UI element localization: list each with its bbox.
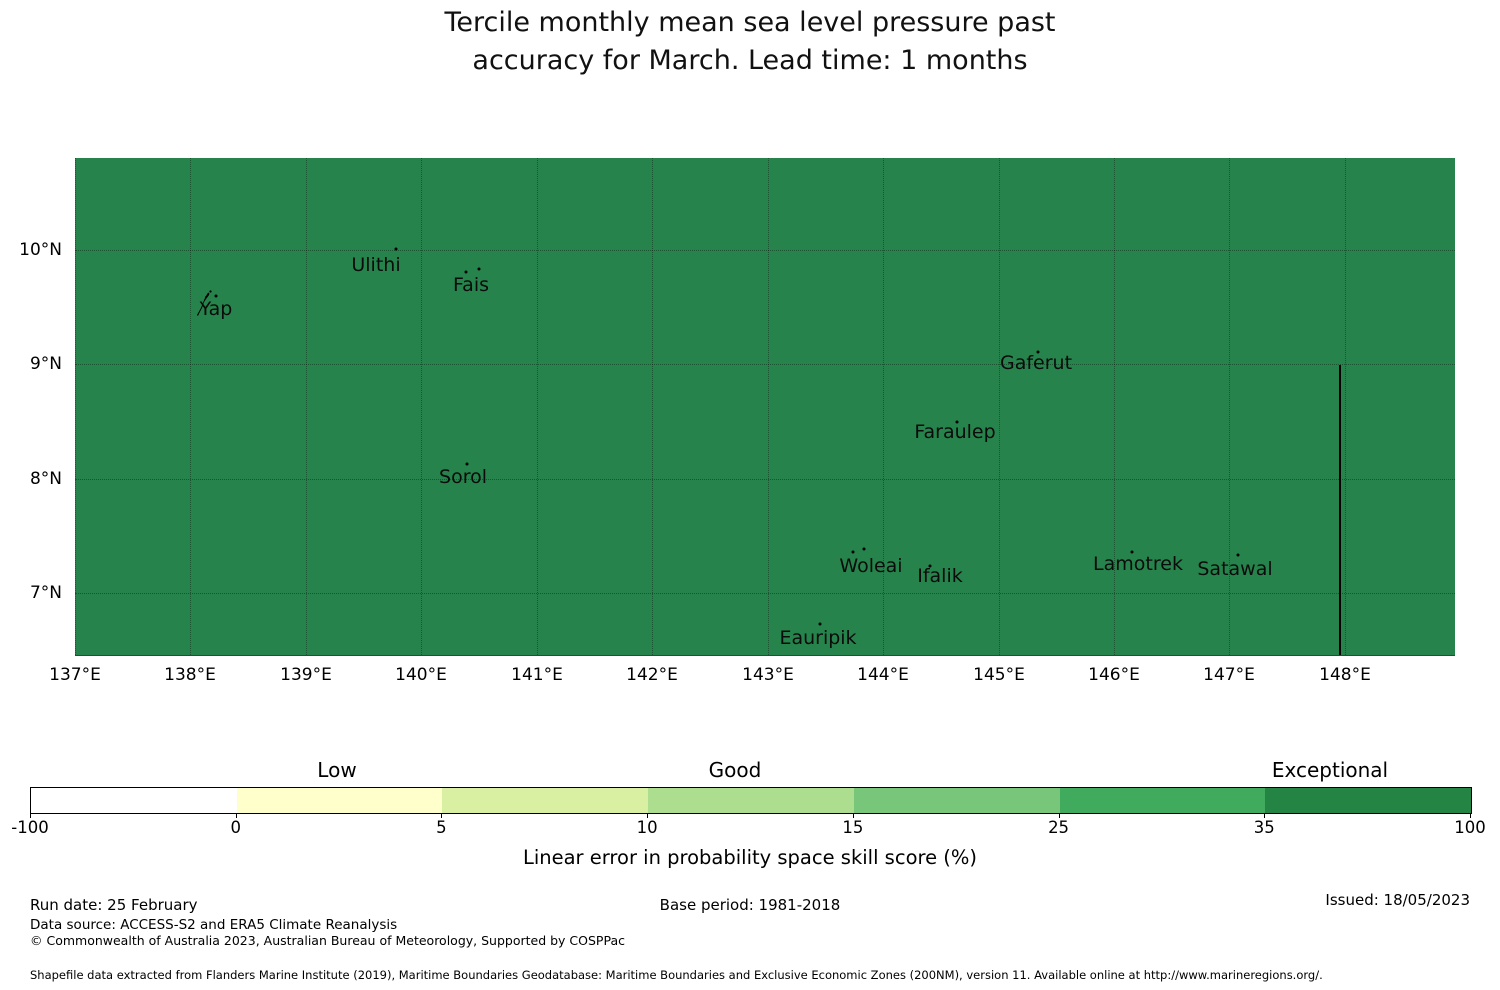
colorbar-category-good: Good: [708, 758, 762, 782]
x-tick-label: 148°E: [1319, 665, 1371, 685]
y-tick-label: 7°N: [29, 583, 62, 603]
figure-title: Tercile monthly mean sea level pressure …: [0, 4, 1500, 80]
grid-line-vertical: [1114, 158, 1115, 655]
island-marker-dot: [1236, 553, 1240, 557]
colorbar-tick-label: 100: [1454, 818, 1486, 837]
colorbar-segment-4: [853, 788, 1060, 813]
island-marker-dot: [1130, 550, 1134, 554]
x-tick-label: 147°E: [1203, 665, 1255, 685]
island-label-ulithi: Ulithi: [351, 254, 401, 276]
colorbar-tick-label: 10: [636, 818, 658, 837]
grid-line-horizontal: [75, 250, 1455, 251]
island-label-yap: Yap: [199, 298, 233, 320]
grid-line-vertical: [1345, 158, 1346, 655]
colorbar-category-low: Low: [317, 758, 357, 782]
x-tick-label: 145°E: [973, 665, 1025, 685]
colorbar-axis-label: Linear error in probability space skill …: [522, 846, 978, 869]
island-label-gaferut: Gaferut: [999, 352, 1073, 374]
island-marker-dot: [928, 564, 932, 568]
island-label-sorol: Sorol: [439, 466, 487, 488]
y-tick-label: 8°N: [29, 469, 62, 489]
colorbar-segment-3: [648, 788, 854, 813]
island-marker-dot: [465, 462, 469, 466]
colorbar-tick: [1470, 814, 1471, 818]
grid-line-vertical: [306, 158, 307, 655]
island-label-fais: Fais: [452, 274, 490, 296]
x-tick-label: 142°E: [626, 665, 678, 685]
x-tick-label: 138°E: [164, 665, 216, 685]
grid-line-vertical: [652, 158, 653, 655]
island-marker-dot: [1036, 350, 1040, 354]
footer-data-source: Data source: ACCESS-S2 and ERA5 Climate …: [30, 917, 398, 933]
colorbar-segment-6: [1265, 788, 1472, 813]
grid-line-vertical: [75, 158, 76, 655]
grid-line-horizontal: [75, 364, 1455, 365]
island-marker-dot: [394, 247, 398, 251]
footer-run-date: Run date: 25 February: [30, 896, 198, 914]
colorbar-tick: [1264, 814, 1266, 818]
colorbar-tick: [852, 814, 854, 818]
x-tick-label: 141°E: [511, 665, 563, 685]
island-label-satawal: Satawal: [1197, 558, 1273, 580]
grid-line-vertical: [883, 158, 884, 655]
colorbar-tick-label: 15: [842, 818, 864, 837]
y-tick-label: 9°N: [29, 354, 62, 374]
island-marker-dot: [477, 267, 481, 271]
colorbar-tick: [441, 814, 443, 818]
island-marker-dot: [862, 547, 866, 551]
y-tick-label: 10°N: [19, 240, 62, 260]
colorbar-tick-label: 25: [1048, 818, 1070, 837]
colorbar-tick: [1058, 814, 1060, 818]
island-marker-dot: [818, 622, 822, 626]
colorbar-segment-0: [31, 788, 237, 813]
island-marker-dot: [464, 270, 468, 274]
grid-line-vertical: [768, 158, 769, 655]
colorbar-tick-label: 5: [436, 818, 447, 837]
grid-line-vertical: [421, 158, 422, 655]
island-label-ifalik: Ifalik: [917, 565, 963, 587]
x-tick-label: 140°E: [395, 665, 447, 685]
island-marker-dot: [851, 550, 855, 554]
grid-line-horizontal: [75, 593, 1455, 594]
figure-title-line2: accuracy for March. Lead time: 1 months: [472, 45, 1028, 76]
colorbar-tick: [30, 814, 31, 818]
grid-line-vertical: [1229, 158, 1230, 655]
colorbar: [30, 787, 1472, 814]
colorbar-tick-label: 35: [1253, 818, 1275, 837]
x-tick-label: 143°E: [742, 665, 794, 685]
footer-base-period: Base period: 1981-2018: [659, 896, 841, 914]
grid-line-vertical: [190, 158, 191, 655]
island-label-lamotrek: Lamotrek: [1093, 553, 1183, 575]
island-marker-dot: [955, 420, 959, 424]
eez-boundary-line: [1339, 365, 1341, 655]
grid-line-vertical: [999, 158, 1000, 655]
colorbar-segment-1: [236, 788, 443, 813]
x-tick-label: 137°E: [49, 665, 101, 685]
map-panel: Yap Ulithi Fais Sorol Gaferut Faraulep Woleai I…: [75, 158, 1455, 656]
colorbar-tick: [647, 814, 649, 818]
figure-title-line1: Tercile monthly mean sea level pressure …: [444, 7, 1056, 38]
island-label-eauripik: Eauripik: [779, 627, 857, 649]
colorbar-category-exceptional: Exceptional: [1271, 758, 1389, 782]
colorbar-tick-label: -100: [11, 818, 49, 837]
colorbar-segment-5: [1059, 788, 1266, 813]
island-marker-dot: [214, 294, 218, 298]
grid-line-horizontal: [75, 479, 1455, 480]
island-label-woleai: Woleai: [839, 555, 903, 577]
colorbar-segment-2: [442, 788, 649, 813]
x-tick-label: 144°E: [857, 665, 909, 685]
footer-shapefile-note: Shapefile data extracted from Flanders M…: [30, 968, 1323, 982]
colorbar-tick-label: 0: [230, 818, 241, 837]
grid-line-vertical: [537, 158, 538, 655]
footer-issued: Issued: 18/05/2023: [1325, 891, 1470, 909]
colorbar-tick: [235, 814, 237, 818]
yap-island-shape-icon: [197, 290, 212, 316]
x-tick-label: 139°E: [280, 665, 332, 685]
footer-copyright: © Commonwealth of Australia 2023, Austra…: [30, 933, 625, 948]
x-tick-label: 146°E: [1088, 665, 1140, 685]
island-label-faraulep: Faraulep: [914, 421, 996, 443]
